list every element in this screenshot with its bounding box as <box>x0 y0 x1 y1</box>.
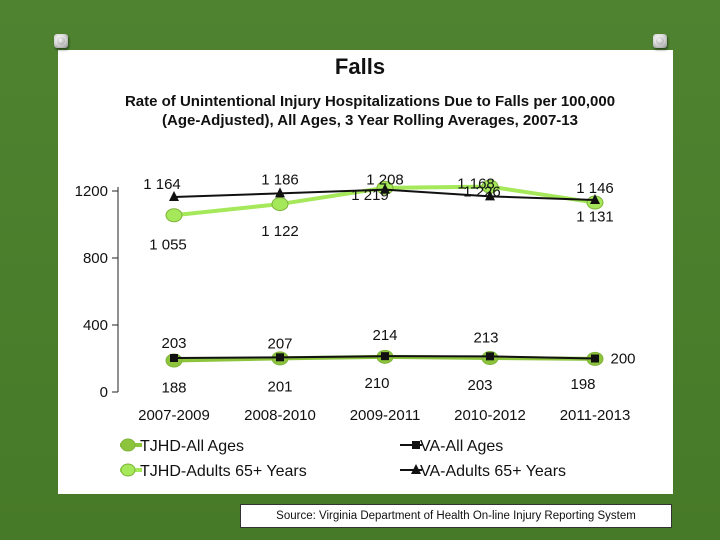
data-point-square <box>381 352 389 361</box>
legend-label: VA-All Ages <box>420 438 503 455</box>
data-label: 203 <box>467 377 492 394</box>
data-point-triangle <box>275 187 285 198</box>
data-point-triangle <box>169 191 179 202</box>
data-label: 1 055 <box>149 236 187 253</box>
data-label: 1 226 <box>463 184 501 201</box>
legend-label: TJHD-Adults 65+ Years <box>140 463 307 480</box>
data-point-circle <box>271 197 289 212</box>
data-label: 200 <box>610 351 635 368</box>
data-label: 198 <box>570 376 595 393</box>
pin-top-right-icon <box>653 34 667 48</box>
y-tick-label: 0 <box>100 384 108 401</box>
data-point-triangle <box>380 183 390 194</box>
data-label: 1 131 <box>576 209 614 226</box>
data-label: 1 168 <box>457 175 495 192</box>
x-tick-label: 2007-2009 <box>138 407 210 424</box>
data-label: 207 <box>267 335 292 352</box>
y-tick-label: 800 <box>83 250 108 267</box>
x-tick-label: 2009-2011 <box>350 407 421 424</box>
x-tick-label: 2010-2012 <box>454 407 526 424</box>
source-note: Source: Virginia Department of Health On… <box>240 504 672 528</box>
data-label: 1 164 <box>143 176 181 193</box>
data-point-triangle <box>485 190 495 201</box>
data-label: 210 <box>364 375 389 392</box>
x-tick-label: 2008-2010 <box>244 407 316 424</box>
data-point-triangle <box>590 194 600 205</box>
data-label: 201 <box>267 378 292 395</box>
slide-card <box>58 50 673 494</box>
legend-label: TJHD-All Ages <box>140 438 244 455</box>
x-tick-label: 2011-2013 <box>560 407 631 424</box>
chart-title: Rate of Unintentional Injury Hospitaliza… <box>124 93 616 129</box>
data-label: 203 <box>161 335 186 352</box>
data-label: 1 146 <box>576 180 614 197</box>
data-point-circle <box>165 208 183 223</box>
slide-title: Falls <box>334 54 386 79</box>
data-point-square <box>276 353 284 362</box>
data-label: 1 208 <box>366 172 404 189</box>
data-label: 1 122 <box>261 223 299 240</box>
data-label: 1 186 <box>261 171 299 188</box>
legend-marker <box>120 463 136 477</box>
data-label: 1 219 <box>351 187 389 204</box>
data-point-square <box>486 352 494 361</box>
data-label: 213 <box>473 329 498 346</box>
pin-top-left-icon <box>54 34 68 48</box>
legend-label: VA-Adults 65+ Years <box>420 463 566 480</box>
y-tick-label: 400 <box>83 317 108 334</box>
legend-marker <box>120 438 136 452</box>
data-label: 188 <box>161 380 186 397</box>
y-tick-label: 1200 <box>75 183 108 200</box>
data-point-square <box>170 353 178 362</box>
legend-marker <box>411 464 421 474</box>
data-point-square <box>591 354 599 363</box>
legend-marker <box>412 441 420 449</box>
data-label: 214 <box>372 327 397 344</box>
